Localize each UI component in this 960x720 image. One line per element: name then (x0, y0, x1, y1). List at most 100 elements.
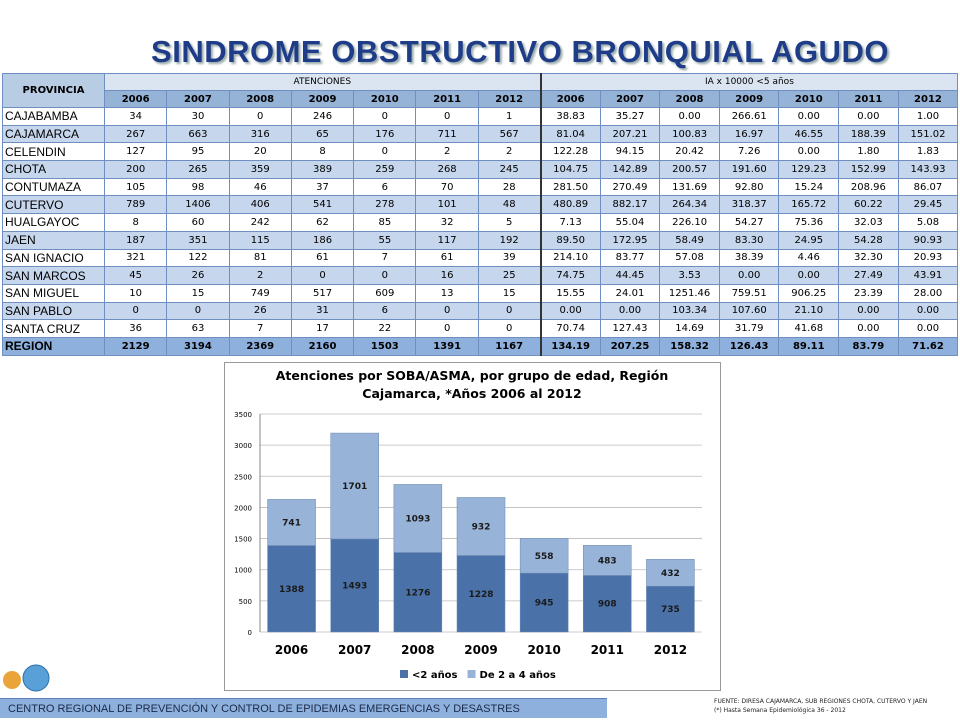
table-cell: 5 (477, 213, 542, 232)
table-cell: 89.50 (539, 230, 601, 250)
table-cell: 321 (103, 248, 168, 268)
table-cell: 389 (290, 160, 355, 179)
table-cell: CAJAMARCA (2, 124, 105, 144)
bar-segment (646, 585, 695, 633)
table-cell: CAJABAMBA (2, 107, 105, 126)
table-cell: 1391 (415, 336, 479, 356)
table-cell: HUALGAYOC (2, 213, 105, 232)
data-label: 1493 (342, 582, 367, 592)
table-cell: 8 (290, 142, 355, 162)
table-cell: 35.27 (599, 107, 661, 126)
table-cell: 104.75 (539, 160, 601, 179)
table-cell: 58.49 (659, 230, 720, 250)
table-cell: 71.62 (897, 336, 959, 356)
table-cell: 214.10 (539, 248, 601, 268)
table-row: SAN IGNACIO 321 122 81 61 7 61 39 214.10 83.77 57.… (2, 248, 959, 268)
table-cell: 359 (228, 160, 292, 179)
x-tick-label: 2008 (401, 643, 434, 657)
table-cell: 25 (477, 266, 542, 285)
table-cell: 0.00 (838, 319, 899, 338)
data-label: 945 (535, 599, 554, 609)
chart-title: Atenciones por SOBA/ASMA, por grupo de e… (276, 368, 669, 383)
table-row: CAJAMARCA 267 663 316 65 176 711 567 81.04 207.21… (2, 124, 959, 144)
table-cell: 188.39 (838, 124, 899, 144)
header-cell: 2011 (838, 90, 899, 108)
table-cell: 107.60 (718, 301, 780, 321)
header-row: PROVINCIA ATENCIONES IA x 10000 <5 años (2, 73, 959, 108)
table-cell: 7 (353, 248, 417, 268)
table-cell: 0.00 (718, 266, 780, 285)
table-cell: 21.10 (778, 301, 840, 321)
header-cell: 2010 (353, 90, 417, 108)
table-cell: 122.28 (539, 142, 601, 162)
table-cell: 8 (103, 213, 168, 232)
data-label: 735 (661, 605, 680, 615)
table-cell: 83.77 (599, 248, 661, 268)
table-cell: 4.46 (778, 248, 840, 268)
table-cell: 0 (290, 266, 355, 285)
table-cell: 192 (477, 230, 542, 250)
table-cell: 34 (103, 107, 168, 126)
table-cell: 38.39 (718, 248, 780, 268)
table-cell: 1251.46 (659, 283, 720, 303)
table-cell: 44.45 (599, 266, 661, 285)
legend-label: <2 años (412, 670, 458, 681)
y-tick-label: 1500 (234, 536, 252, 544)
table-cell: 31 (290, 301, 355, 321)
header-cell: 2006 (103, 90, 168, 108)
table-cell: 186 (290, 230, 355, 250)
bar-segment (456, 497, 506, 556)
table-cell: 259 (353, 160, 417, 179)
table-cell: 54.28 (838, 230, 899, 250)
x-tick-label: 2009 (464, 643, 497, 657)
table-cell: 92.80 (718, 177, 780, 197)
table-cell: 2369 (228, 336, 292, 356)
data-label: 1093 (405, 514, 430, 524)
table-cell: 63 (166, 319, 230, 338)
table-cell: 268 (415, 160, 479, 179)
table-cell: 7 (228, 319, 292, 338)
bar-segment (393, 552, 443, 633)
table-cell: 48 (477, 195, 542, 215)
table-cell: 100.83 (659, 124, 720, 144)
x-tick-label: 2011 (591, 643, 624, 657)
source: FUENTE: DIRESA CAJAMARCA, SUB REGIONES C… (714, 698, 928, 705)
table-cell: 0 (353, 142, 417, 162)
data-label: 1228 (468, 590, 493, 600)
header-cell: 2008 (228, 90, 292, 108)
table-cell: 46 (228, 177, 292, 197)
table-cell: SAN MARCOS (2, 266, 105, 285)
table-cell: 191.60 (718, 160, 780, 179)
table-cell: 70.74 (539, 319, 601, 338)
table-cell: 55.04 (599, 213, 661, 232)
table-cell: 663 (166, 124, 230, 144)
table-cell: 158.32 (659, 336, 720, 356)
data-label: 741 (282, 518, 301, 528)
data-label: 432 (661, 569, 680, 579)
table-cell: 2 (228, 266, 292, 285)
table-cell: 24.95 (778, 230, 840, 250)
table-cell: 517 (290, 283, 355, 303)
table-cell: 127 (103, 142, 168, 162)
table-cell: 20 (228, 142, 292, 162)
table-cell: 0.00 (778, 266, 840, 285)
table-cell: 23.39 (838, 283, 899, 303)
table-cell: 0 (415, 319, 479, 338)
table-cell: 27.49 (838, 266, 899, 285)
table-cell: 567 (477, 124, 542, 144)
table-cell: 789 (103, 195, 168, 215)
table-cell: JAEN (2, 230, 105, 250)
table-cell: 1 (477, 107, 542, 126)
header-cell: 2010 (778, 90, 840, 108)
table-row: SANTA CRUZ 36 63 7 17 22 0 0 70.74 127.43 14.69 31.… (2, 319, 959, 338)
table-cell: 36 (103, 319, 168, 338)
header-cell: 2007 (166, 90, 230, 108)
bar-segment (330, 538, 379, 633)
data-label: 558 (535, 552, 554, 562)
table-cell: 94.15 (599, 142, 661, 162)
table-cell: 32.30 (838, 248, 899, 268)
table-cell: 200 (103, 160, 168, 179)
table-cell: 89.11 (778, 336, 840, 356)
table-cell: 0 (166, 301, 230, 321)
